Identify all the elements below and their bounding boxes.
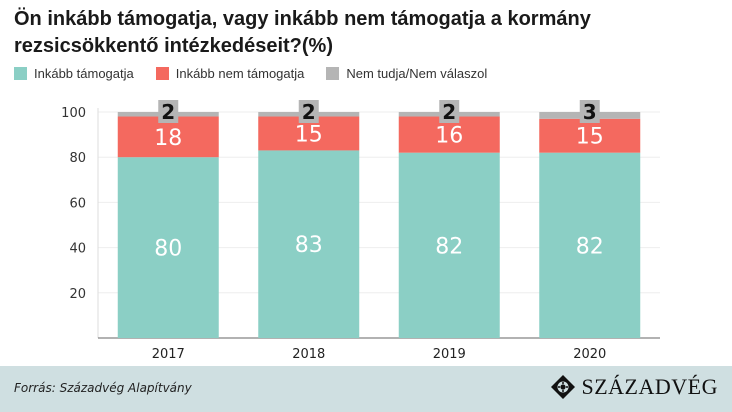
chart-title: Ön inkább támogatja, vagy inkább nem tám…: [14, 8, 591, 57]
data-label: 15: [576, 125, 604, 150]
bar-segment: [398, 152, 500, 338]
data-label: 82: [576, 234, 604, 259]
legend: Inkább támogatja Inkább nem támogatja Ne…: [14, 66, 509, 81]
source-note: Forrás: Századvég Alapítvány: [14, 381, 192, 395]
legend-swatch-oppose: [155, 67, 169, 80]
y-tick-label: 20: [69, 287, 86, 302]
data-label-box: [298, 100, 319, 123]
data-label: 80: [154, 237, 182, 262]
bar-segment: [539, 118, 641, 153]
bar-segment: [539, 152, 641, 338]
y-tick-label: 40: [69, 242, 86, 257]
footer: Forrás: Századvég Alapítvány SZÁZADVÉG: [0, 366, 732, 412]
data-label: 82: [435, 234, 463, 259]
legend-label-dontknow: Nem tudja/Nem válaszol: [346, 66, 488, 81]
legend-item-dontknow: Nem tudja/Nem válaszol: [326, 66, 487, 81]
legend-item-oppose: Inkább nem támogatja: [155, 66, 305, 81]
y-tick-label: 80: [69, 151, 86, 166]
bar-segment: [258, 150, 360, 338]
x-tick-label: 2020: [573, 347, 606, 362]
data-label: 18: [154, 126, 182, 151]
legend-swatch-dontknow: [326, 67, 340, 80]
logo-text: SZÁZADVÉG: [581, 374, 718, 399]
data-label: 16: [435, 124, 463, 149]
y-tick-label: 100: [61, 106, 86, 121]
data-label: 83: [295, 233, 323, 258]
szazadveg-logo: SZÁZADVÉG: [550, 374, 719, 400]
data-label: 15: [295, 122, 323, 147]
y-tick-label: 60: [69, 196, 86, 211]
data-label-box: [579, 100, 600, 123]
x-tick-label: 2017: [152, 347, 185, 362]
data-label-box: [439, 100, 460, 123]
data-label: 3: [583, 100, 597, 124]
x-tick-label: 2018: [292, 347, 325, 362]
data-label: 2: [161, 100, 175, 124]
stacked-bar-chart: 2040608010080182201783152201882162201982…: [61, 100, 660, 362]
bar-segment: [117, 116, 219, 158]
data-label-box: [158, 100, 179, 123]
legend-label-support: Inkább támogatja: [34, 66, 134, 81]
x-tick-label: 2019: [433, 347, 466, 362]
legend-swatch-support: [14, 67, 27, 80]
data-label: 2: [442, 100, 456, 124]
legend-label-oppose: Inkább nem támogatja: [175, 66, 305, 81]
legend-item-support: Inkább támogatja: [14, 66, 134, 81]
bar-segment: [117, 157, 219, 338]
data-label: 2: [302, 100, 316, 124]
logo-emblem-icon: [550, 375, 575, 399]
